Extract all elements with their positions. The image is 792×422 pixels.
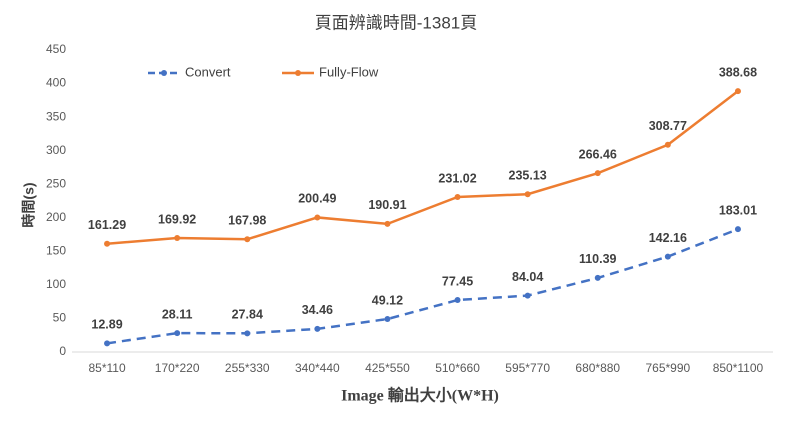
data-point — [454, 193, 461, 200]
data-point — [244, 330, 251, 337]
data-label: 110.39 — [579, 252, 617, 266]
data-point — [524, 191, 531, 198]
data-point — [174, 234, 181, 241]
data-label: 142.16 — [649, 231, 687, 245]
data-point — [384, 220, 391, 227]
data-label: 167.98 — [228, 214, 266, 228]
legend-label: Convert — [185, 64, 231, 79]
x-tick-label: 765*990 — [645, 361, 690, 375]
y-tick-label: 450 — [46, 42, 66, 56]
data-label: 49.12 — [372, 293, 403, 307]
y-tick-label: 200 — [46, 210, 66, 224]
x-tick-label: 510*660 — [435, 361, 480, 375]
data-label: 27.84 — [232, 308, 263, 322]
y-tick-label: 350 — [46, 109, 66, 123]
y-tick-label: 300 — [46, 143, 66, 157]
x-tick-label: 85*110 — [88, 361, 125, 375]
data-label: 200.49 — [298, 192, 336, 206]
data-point — [594, 170, 601, 177]
y-tick-label: 150 — [46, 244, 66, 258]
y-axis-title: 時間(s) — [21, 182, 37, 227]
y-tick-label: 50 — [53, 311, 67, 325]
data-label: 12.89 — [91, 318, 122, 332]
legend-marker — [161, 70, 167, 76]
x-axis-title: Image 輸出大小(W*H) — [341, 386, 499, 405]
x-tick-label: 340*440 — [295, 361, 340, 375]
series-line — [106, 228, 739, 345]
x-tick-label: 255*330 — [225, 361, 270, 375]
data-point — [734, 226, 741, 233]
data-point — [664, 141, 671, 148]
data-label: 28.11 — [162, 307, 193, 321]
series-line — [106, 90, 739, 246]
legend-label: Fully-Flow — [319, 64, 379, 79]
data-point — [174, 330, 181, 337]
chart-title: 頁面辨識時間-1381頁 — [315, 13, 477, 32]
data-point — [104, 240, 111, 247]
x-tick-label: 850*1100 — [713, 361, 764, 375]
data-point — [734, 88, 741, 95]
data-label: 169.92 — [158, 212, 196, 226]
data-label: 161.29 — [88, 218, 126, 232]
data-point — [594, 274, 601, 281]
data-label: 77.45 — [442, 274, 473, 288]
data-label: 34.46 — [302, 303, 333, 317]
data-label: 231.02 — [438, 171, 476, 185]
data-label: 308.77 — [649, 119, 687, 133]
data-point — [454, 297, 461, 304]
x-tick-label: 170*220 — [155, 361, 200, 375]
data-point — [244, 236, 251, 243]
y-tick-label: 250 — [46, 176, 66, 190]
x-tick-label: 680*880 — [575, 361, 620, 375]
data-point — [524, 292, 531, 299]
legend-marker — [295, 70, 301, 76]
x-tick-label: 425*550 — [365, 361, 410, 375]
x-tick-label: 595*770 — [505, 361, 550, 375]
data-label: 84.04 — [512, 270, 543, 284]
data-point — [314, 325, 321, 332]
data-label: 388.68 — [719, 65, 757, 79]
data-point — [314, 214, 321, 221]
data-label: 266.46 — [579, 147, 617, 161]
data-label: 235.13 — [509, 168, 547, 182]
data-point — [384, 316, 391, 323]
data-label: 190.91 — [368, 198, 406, 212]
y-tick-label: 400 — [46, 76, 66, 90]
data-point — [104, 340, 111, 347]
data-label: 183.01 — [719, 203, 757, 217]
data-point — [664, 253, 671, 260]
y-tick-label: 100 — [46, 277, 66, 291]
y-tick-label: 0 — [59, 344, 66, 358]
